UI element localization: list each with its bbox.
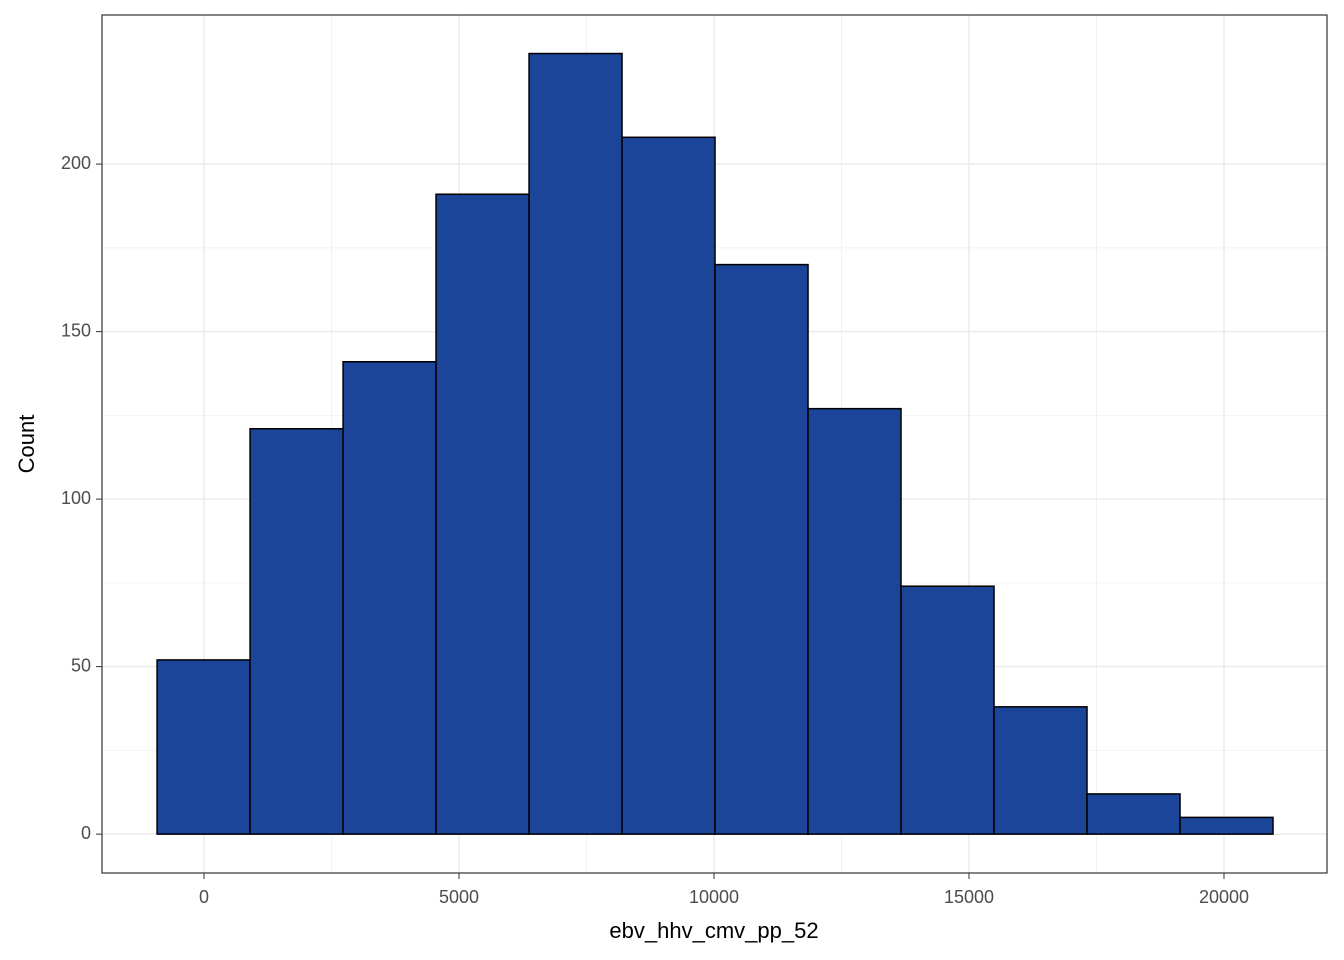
panel-border: [101, 14, 1328, 874]
bar: [1086, 793, 1181, 835]
y-axis-title: Count: [14, 415, 39, 474]
bar: [714, 263, 809, 835]
bar: [435, 193, 530, 835]
bar: [993, 706, 1088, 835]
bar: [342, 361, 437, 835]
y-tick-label: 100: [61, 488, 91, 508]
bar: [528, 52, 623, 835]
y-tick-label: 150: [61, 320, 91, 340]
y-tick-label: 0: [81, 823, 91, 843]
bar: [621, 136, 716, 835]
x-tick-label: 10000: [689, 887, 739, 907]
x-tick-label: 20000: [1199, 887, 1249, 907]
x-tick-label: 5000: [439, 887, 479, 907]
y-tick-label: 50: [71, 655, 91, 675]
bar: [249, 428, 344, 835]
x-tick-label: 15000: [944, 887, 994, 907]
bar: [156, 659, 251, 835]
y-tick-label: 200: [61, 153, 91, 173]
bar: [807, 407, 902, 835]
x-axis-title: ebv_hhv_cmv_pp_52: [609, 918, 818, 943]
bar: [900, 585, 995, 835]
x-tick-label: 0: [199, 887, 209, 907]
bar: [1179, 816, 1274, 835]
